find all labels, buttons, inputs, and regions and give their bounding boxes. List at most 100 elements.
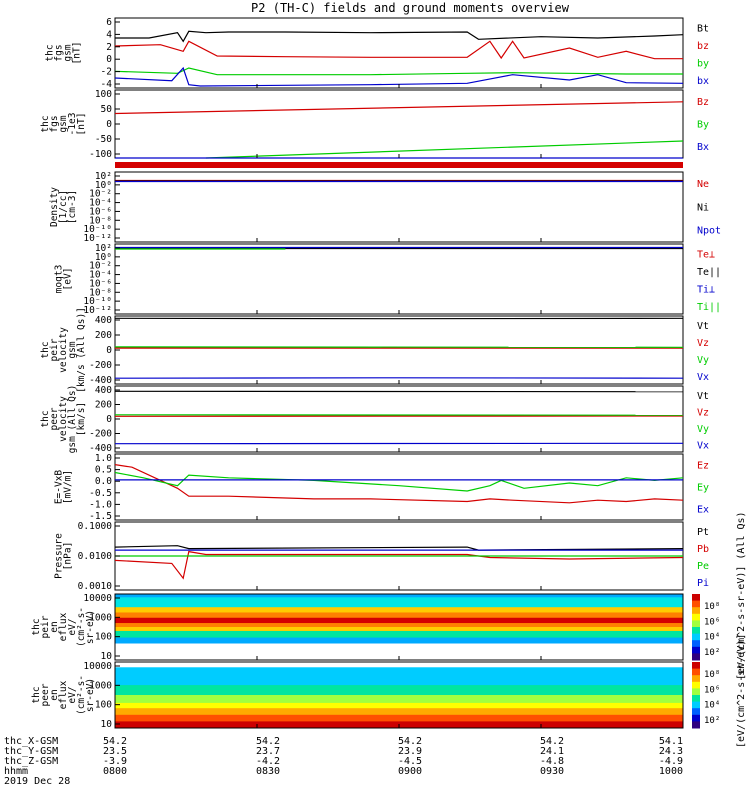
footer-value: 1000 <box>659 766 683 777</box>
legend-label: Vy <box>697 355 709 366</box>
colorbar-segment <box>692 614 700 621</box>
series-line-bz <box>115 41 683 58</box>
y-axis-label: sr-eV) <box>85 610 96 644</box>
colorbar-segment <box>692 662 700 669</box>
legend-label: Bx <box>697 142 709 153</box>
colorbar-segment <box>692 702 700 709</box>
y-axis-label: [mV/m] <box>63 470 74 504</box>
y-tick-label: 100 <box>95 632 112 643</box>
y-tick-label: 100 <box>95 89 112 100</box>
colorbar-segment <box>692 675 700 682</box>
heatmap-band <box>115 708 683 715</box>
heatmap-band <box>115 685 683 695</box>
colorbar-tick-label: 10⁶ <box>704 617 720 627</box>
colorbar-segment <box>692 653 700 660</box>
y-tick-label: -2 <box>101 67 112 78</box>
legend-label: by <box>697 58 709 69</box>
panel-p3: NeNiNpot10²10⁰10⁻²10⁻⁴10⁻⁶10⁻⁸10⁻¹⁰10⁻¹²… <box>49 171 721 244</box>
y-tick-label: 10 <box>101 719 113 730</box>
legend-label: Ne <box>697 179 709 190</box>
y-tick-label: -0.5 <box>89 488 112 499</box>
colorbar-segment <box>692 620 700 627</box>
legend-label: Te⊥ <box>697 249 715 260</box>
series-line-Bt <box>115 31 683 41</box>
heatmap-band <box>115 662 683 668</box>
colorbar-segment <box>692 669 700 676</box>
y-tick-label: 0.0 <box>95 476 112 487</box>
legend-label: By <box>697 119 709 130</box>
series-line-Pt <box>115 546 683 550</box>
legend-label: bz <box>697 41 709 52</box>
legend-label: Ex <box>697 505 709 516</box>
plot-title: P2 (TH-C) fields and ground moments over… <box>251 1 570 15</box>
y-tick-label: -1.0 <box>89 499 112 510</box>
colorbar-tick-label: 10⁸ <box>704 602 720 612</box>
colorbar-tick-label: 10⁶ <box>704 685 720 695</box>
colorbar-segment <box>692 594 700 601</box>
y-tick-label: -200 <box>89 360 112 371</box>
colorbar-segment <box>692 647 700 654</box>
colorbar-tick-label: 10⁸ <box>704 670 720 680</box>
panel-frame <box>115 172 683 242</box>
y-axis-label: [nPa] <box>63 542 74 571</box>
y-tick-label: 10000 <box>83 593 112 604</box>
panel-p6: VtVzVyVx4002000-200-400thcpeervelocitygs… <box>40 385 709 454</box>
series-line-by <box>115 68 683 75</box>
legend-label: Pt <box>697 527 709 538</box>
colorbar-tick-label: 10² <box>704 716 720 726</box>
colorbar-segment <box>692 688 700 695</box>
legend-label: Ti|| <box>697 302 721 313</box>
colorbar-segment <box>692 634 700 641</box>
y-tick-label: 0.0100 <box>78 551 113 562</box>
series-line-Bz <box>115 102 683 114</box>
colorbar-segment <box>692 708 700 715</box>
panel-p5: VtVzVyVx4002000-200-400thcpeirvelocitygs… <box>40 307 709 393</box>
legend-label: Vx <box>697 440 709 451</box>
y-tick-label: 2 <box>106 42 112 53</box>
legend-label: Vz <box>697 407 709 418</box>
heatmap-band <box>115 695 683 703</box>
panel-frame <box>115 316 683 384</box>
panel-frame <box>115 454 683 520</box>
y-tick-label: 10000 <box>83 661 112 672</box>
legend-label: Vz <box>697 338 709 349</box>
y-tick-label: 50 <box>101 104 113 115</box>
panel-frame <box>115 18 683 88</box>
heatmap-band <box>115 623 683 627</box>
y-tick-label: -50 <box>95 134 112 145</box>
legend-label: Bt <box>697 23 709 34</box>
colorbar-segment <box>692 721 700 728</box>
legend-label: Ez <box>697 461 709 472</box>
heatmap-band <box>115 597 683 607</box>
heatmap-band <box>115 612 683 618</box>
legend-label: Vt <box>697 391 709 402</box>
y-tick-label: 0.5 <box>95 465 112 476</box>
colorbar-tick-label: 10² <box>704 648 720 658</box>
legend-label: Vt <box>697 321 709 332</box>
series-line-By <box>206 141 683 158</box>
footer-value: 0930 <box>540 766 564 777</box>
series-line-Ey <box>115 473 683 492</box>
legend-label: Bz <box>697 97 709 108</box>
y-tick-label: 200 <box>95 400 112 411</box>
y-tick-label: 4 <box>106 29 112 40</box>
legend-label: Ni <box>697 202 709 213</box>
y-tick-label: -200 <box>89 429 112 440</box>
footer-value: 0900 <box>398 766 422 777</box>
colorbar-segment <box>692 640 700 647</box>
y-tick-label: 6 <box>106 17 112 28</box>
y-axis-label: [cm-3] <box>67 190 78 224</box>
colorbar-segment <box>692 682 700 689</box>
y-axis-label: [eV] <box>63 268 74 291</box>
colorbar-segment <box>692 607 700 614</box>
legend-label: Npot <box>697 226 721 237</box>
colorbar-segment <box>692 601 700 608</box>
y-tick-label: 0 <box>106 119 112 130</box>
y-tick-label: 200 <box>95 330 112 341</box>
y-axis-label: [nT] <box>72 42 83 65</box>
